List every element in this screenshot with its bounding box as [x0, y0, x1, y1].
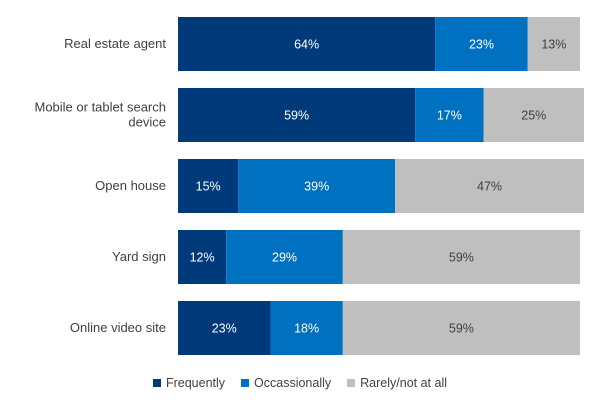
bar-3-series-0	[178, 230, 227, 284]
bar-2-series-1	[238, 159, 396, 213]
legend-label-occassionally: Occassionally	[254, 376, 332, 390]
data-label-2-series-0: 15%	[196, 180, 221, 194]
data-label-4-series-2: 59%	[449, 322, 474, 336]
legend-item-occassionally: Occassionally	[241, 376, 331, 390]
bar-1-series-1	[415, 88, 484, 142]
data-label-0-series-2: 13%	[541, 38, 566, 52]
bar-4-series-0	[178, 301, 271, 355]
data-label-2-series-1: 39%	[304, 180, 329, 194]
bar-3-series-2	[342, 230, 580, 284]
data-label-3-series-2: 59%	[449, 251, 474, 265]
bar-0-series-0	[178, 17, 436, 71]
category-label-1-line-0: Mobile or tablet search	[34, 100, 166, 115]
data-label-3-series-1: 29%	[272, 251, 297, 265]
bar-4-series-1	[270, 301, 343, 355]
bar-2-series-2	[395, 159, 585, 213]
stacked-bar-chart: Real estate agent 64% 23% 13% Mobile or tabl…	[34, 17, 585, 355]
category-label-0: Real estate agent	[64, 36, 166, 51]
category-label-1-line-1: device	[128, 115, 166, 130]
data-label-0-series-0: 64%	[294, 38, 319, 52]
data-label-3-series-0: 12%	[190, 251, 215, 265]
legend-swatch-frequently	[152, 379, 161, 387]
legend-swatch-rarely	[347, 379, 356, 387]
legend-item-rarely: Rarely/not at all	[347, 376, 447, 390]
data-label-0-series-1: 23%	[469, 38, 494, 52]
bar-4-series-2	[342, 301, 580, 355]
data-label-4-series-0: 23%	[212, 322, 237, 336]
category-label-4: Online video site	[70, 320, 166, 335]
bar-0-series-1	[435, 17, 528, 71]
category-label-2: Open house	[95, 178, 166, 193]
bar-1-series-2	[483, 88, 585, 142]
bar-1-series-0	[178, 88, 416, 142]
data-label-1-series-2: 25%	[521, 109, 546, 123]
data-label-2-series-2: 47%	[477, 180, 502, 194]
bar-0-series-2	[527, 17, 580, 71]
category-label-3: Yard sign	[112, 249, 166, 264]
bar-2-series-0	[178, 159, 239, 213]
legend-swatch-occassionally	[241, 379, 250, 387]
legend-label-frequently: Frequently	[165, 376, 226, 390]
data-label-1-series-0: 59%	[284, 109, 309, 123]
legend-label-rarely: Rarely/not at all	[360, 376, 448, 390]
legend: Frequently Occassionally Rarely/not at a…	[0, 376, 600, 390]
bar-3-series-1	[226, 230, 343, 284]
data-label-1-series-1: 17%	[437, 109, 462, 123]
legend-item-frequently: Frequently	[152, 376, 226, 390]
data-label-4-series-1: 18%	[294, 322, 319, 336]
